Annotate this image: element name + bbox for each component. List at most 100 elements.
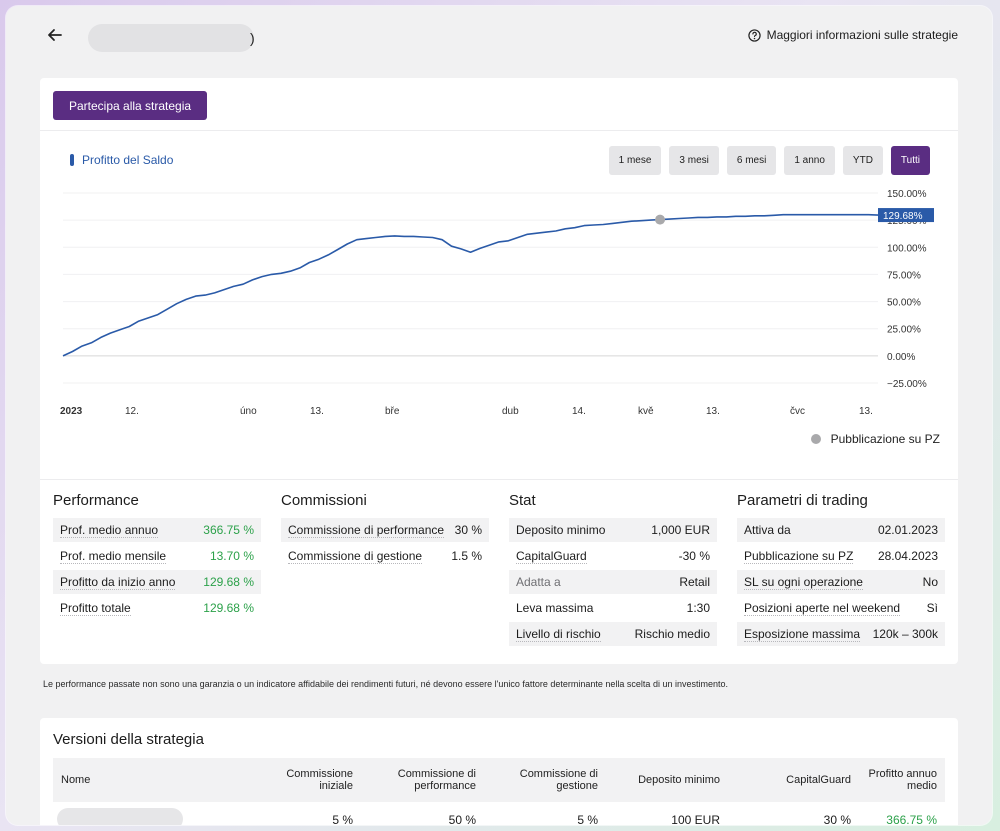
trading-row: Posizioni aperte nel weekend Sì xyxy=(737,596,945,620)
cell-performance-fee: 50 % xyxy=(448,813,476,825)
range-1-month-button[interactable]: 1 mese xyxy=(608,146,662,175)
row-value: Rischio medio xyxy=(634,627,710,641)
stat-row: Livello di rischio Rischio medio xyxy=(509,622,717,646)
join-strategy-button[interactable]: Partecipa alla strategia xyxy=(53,91,208,120)
row-value: Retail xyxy=(679,575,710,589)
app-window: ) Maggiori informazioni sulle strategie … xyxy=(6,6,992,825)
performance-row: Profitto totale 129.68 % xyxy=(53,596,261,620)
row-value: 1.5 % xyxy=(451,549,482,563)
publication-marker-swatch xyxy=(810,434,821,444)
range-all-button[interactable]: Tutti xyxy=(890,146,930,175)
more-info-link[interactable]: Maggiori informazioni sulle strategie xyxy=(747,28,958,42)
time-range-selector: 1 mese 3 mesi 6 mesi 1 anno YTD Tutti xyxy=(608,146,930,175)
row-label: Prof. medio annuo xyxy=(60,522,159,538)
header-line: medio xyxy=(907,780,937,792)
profit-line-chart[interactable]: 150.00%125.00%100.00%75.00%50.00%25.00%0… xyxy=(40,178,958,418)
publication-marker-legend: Pubblicazione su PZ xyxy=(810,432,940,446)
strategy-title-redacted xyxy=(88,24,254,52)
disclaimer-text: Le performance passate non sono una gara… xyxy=(43,679,728,689)
versions-table: Nome Commissione iniziale Commissione di… xyxy=(53,758,945,825)
performance-title: Performance xyxy=(53,492,139,509)
header-line: Commissione di xyxy=(519,768,598,780)
row-value: 366.75 % xyxy=(203,523,254,537)
trading-row: Pubblicazione su PZ 28.04.2023 xyxy=(737,544,945,568)
row-label: Commissione di gestione xyxy=(288,548,423,564)
row-label: Profitto totale xyxy=(60,600,131,616)
row-value: 1,000 EUR xyxy=(651,523,710,537)
row-label: Adatta a xyxy=(516,575,561,589)
table-row[interactable]: 5 % 50 % 5 % 100 EUR 30 % 366.75 % xyxy=(53,802,945,825)
stat-row: CapitalGuard -30 % xyxy=(509,544,717,568)
range-3-months-button[interactable]: 3 mesi xyxy=(669,146,719,175)
x-tick-label: kvě xyxy=(638,406,654,417)
header-line: performance xyxy=(414,780,476,792)
row-label: Profitto da inizio anno xyxy=(60,574,176,590)
strategy-versions-card: Versioni della strategia Nome Commission… xyxy=(40,718,958,825)
header-line: gestione xyxy=(556,780,598,792)
strategy-title-tail: ) xyxy=(250,30,255,46)
x-tick-label: čvc xyxy=(790,406,805,417)
range-6-months-button[interactable]: 6 mesi xyxy=(726,146,777,175)
x-tick-label: dub xyxy=(502,406,519,417)
x-tick-label: úno xyxy=(240,406,257,417)
publication-marker-label: Pubblicazione su PZ xyxy=(830,432,940,446)
x-tick-label: bře xyxy=(385,406,400,417)
col-header-performance-fee: Commissione di performance xyxy=(398,768,476,792)
performance-row: Prof. medio annuo 366.75 % xyxy=(53,518,261,542)
row-label: Leva massima xyxy=(516,601,594,615)
trading-parameters-title: Parametri di trading xyxy=(737,492,868,509)
stats-section: Performance Prof. medio annuo 366.75 % P… xyxy=(53,492,947,648)
range-1-year-button[interactable]: 1 anno xyxy=(784,146,835,175)
back-arrow-icon[interactable] xyxy=(44,24,66,46)
stat-title: Stat xyxy=(509,492,536,509)
performance-row: Profitto da inizio anno 129.68 % xyxy=(53,570,261,594)
y-tick-label: 100.00% xyxy=(887,243,927,254)
current-value-label: 129.68% xyxy=(883,211,923,222)
commission-row: Commissione di gestione 1.5 % xyxy=(281,544,489,568)
more-info-label: Maggiori informazioni sulle strategie xyxy=(766,28,958,42)
row-label: Esposizione massima xyxy=(744,626,861,642)
strategy-overview-card: Partecipa alla strategia Profitto del Sa… xyxy=(40,78,958,664)
stat-row: Adatta a Retail xyxy=(509,570,717,594)
col-header-capitalguard: CapitalGuard xyxy=(786,774,851,786)
row-value: 30 % xyxy=(454,523,482,537)
x-tick-label: 13. xyxy=(859,406,873,417)
trading-row: Esposizione massima 120k – 300k xyxy=(737,622,945,646)
row-label: Commissione di performance xyxy=(288,522,445,538)
chart-series-legend[interactable]: Profitto del Saldo xyxy=(70,153,173,167)
commission-row: Commissione di performance 30 % xyxy=(281,518,489,542)
x-tick-label: 12. xyxy=(125,406,139,417)
row-label: Posizioni aperte nel weekend xyxy=(744,600,901,616)
performance-row: Prof. medio mensile 13.70 % xyxy=(53,544,261,568)
commissions-title: Commissioni xyxy=(281,492,367,509)
y-tick-label: 25.00% xyxy=(887,325,921,336)
x-tick-label: 14. xyxy=(572,406,586,417)
header-line: iniziale xyxy=(319,780,353,792)
row-label: Pubblicazione su PZ xyxy=(744,548,854,564)
trading-row: Attiva da 02.01.2023 xyxy=(737,518,945,542)
y-tick-label: 0.00% xyxy=(887,352,915,363)
row-label: Attiva da xyxy=(744,523,791,537)
x-tick-label: 2023 xyxy=(60,406,83,417)
cell-avg-profit: 366.75 % xyxy=(886,813,937,825)
top-bar: ) Maggiori informazioni sulle strategie xyxy=(6,6,992,70)
row-value: Sì xyxy=(926,601,938,615)
series-color-swatch xyxy=(70,154,74,166)
stat-panel: Stat Deposito minimo 1,000 EUR CapitalGu… xyxy=(509,492,717,648)
header-line: Commissione di xyxy=(397,768,476,780)
trading-parameters-panel: Parametri di trading Attiva da 02.01.202… xyxy=(737,492,945,648)
header-line: Profitto annuo xyxy=(868,768,938,780)
row-label: CapitalGuard xyxy=(516,548,587,564)
x-tick-label: 13. xyxy=(310,406,324,417)
row-label: SL su ogni operazione xyxy=(744,574,863,590)
cell-initial-fee: 5 % xyxy=(332,813,353,825)
range-ytd-button[interactable]: YTD xyxy=(842,146,883,175)
profit-series-line xyxy=(62,213,879,357)
row-value: 129.68 % xyxy=(203,601,254,615)
cell-capitalguard: 30 % xyxy=(823,813,851,825)
performance-panel: Performance Prof. medio annuo 366.75 % P… xyxy=(53,492,261,648)
divider xyxy=(40,130,958,131)
row-value: 02.01.2023 xyxy=(877,523,938,537)
row-value: 28.04.2023 xyxy=(877,549,938,563)
col-header-avg-profit: Profitto annuo medio xyxy=(869,768,938,792)
